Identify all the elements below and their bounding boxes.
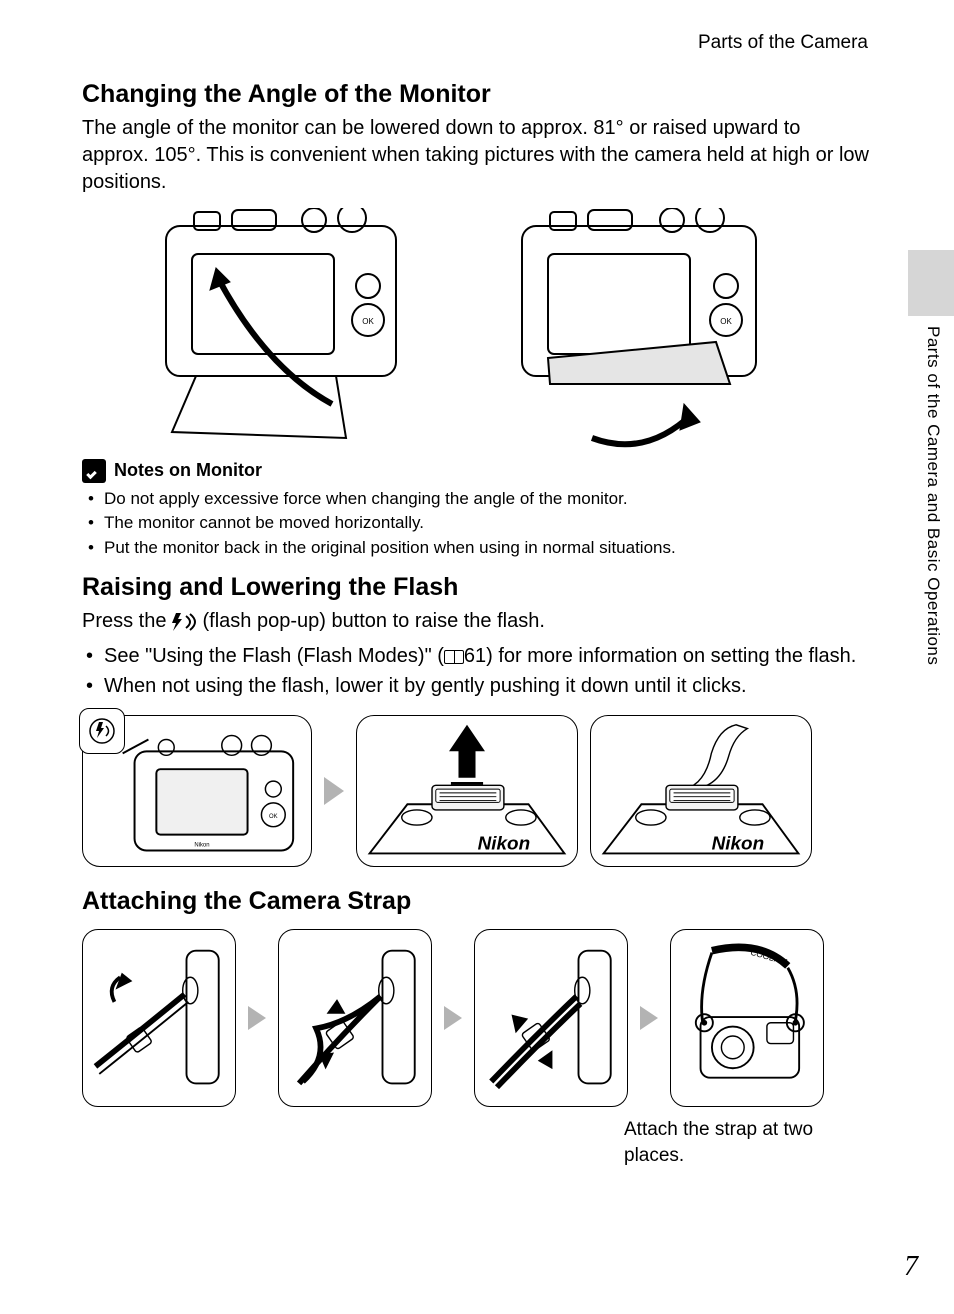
note-item: Put the monitor back in the original pos… (86, 536, 872, 561)
flash-bullet-list: See "Using the Flash (Flash Modes)" ( 61)… (82, 641, 872, 701)
note-item: The monitor cannot be moved horizontally… (86, 511, 872, 536)
arrow-right-icon (640, 1006, 658, 1030)
heading-strap: Attaching the Camera Strap (82, 885, 872, 919)
list-item: When not using the flash, lower it by ge… (82, 671, 872, 701)
arrow-right-icon (324, 777, 344, 805)
text-fragment: See "Using the Flash (Flash Modes)" ( (104, 645, 444, 667)
note-item: Do not apply excessive force when changi… (86, 487, 872, 512)
body-flash-intro: Press the (flash pop-up) button to raise… (82, 608, 872, 635)
illustration-flash-button: OK Nikon (82, 715, 312, 867)
heading-monitor-angle: Changing the Angle of the Monitor (82, 78, 872, 112)
illustration-strap-step (278, 929, 432, 1107)
side-section-label: Parts of the Camera and Basic Operations (924, 326, 944, 686)
illustration-monitor-tilt-up: OK (136, 208, 426, 448)
heading-flash: Raising and Lowering the Flash (82, 571, 872, 605)
body-monitor-angle: The angle of the monitor can be lowered … (82, 115, 872, 196)
arrow-right-icon (248, 1006, 266, 1030)
text-fragment: ) for more information on setting the fl… (486, 645, 856, 667)
svg-text:Nikon: Nikon (712, 834, 765, 855)
svg-text:Nikon: Nikon (194, 843, 209, 849)
svg-text:OK: OK (720, 317, 732, 326)
illustration-strap-step: COOLPIX (670, 929, 824, 1107)
illustration-flash-up: Nikon (356, 715, 578, 867)
flash-popup-icon (170, 612, 198, 632)
svg-text:Nikon: Nikon (478, 834, 531, 855)
illustration-strap-step (82, 929, 236, 1107)
check-box-icon (82, 459, 106, 483)
notes-title: Notes on Monitor (114, 458, 262, 482)
list-item: See "Using the Flash (Flash Modes)" ( 61)… (82, 641, 872, 671)
text-fragment: (flash pop-up) button to raise the flash… (202, 608, 544, 635)
illustration-row-strap: COOLPIX (82, 929, 872, 1107)
page-number: 7 (904, 1248, 918, 1286)
chapter-header: Parts of the Camera (82, 30, 872, 56)
flash-button-callout (79, 708, 125, 754)
illustration-row-monitor: OK OK (136, 208, 872, 448)
arrow-right-icon (444, 1006, 462, 1030)
notes-header: Notes on Monitor (82, 458, 872, 482)
text-fragment: Press the (82, 608, 166, 635)
illustration-row-flash: OK Nikon Nikon (82, 715, 872, 867)
side-tab (908, 250, 954, 316)
illustration-strap-step (474, 929, 628, 1107)
illustration-monitor-tilt-down: OK (496, 208, 786, 448)
illustration-flash-down: Nikon (590, 715, 812, 867)
svg-text:OK: OK (362, 317, 374, 326)
notes-list: Do not apply excessive force when changi… (86, 487, 872, 561)
strap-caption: Attach the strap at two places. (624, 1117, 824, 1168)
page-ref-icon (444, 650, 464, 664)
svg-text:OK: OK (269, 814, 278, 820)
page-ref-number: 61 (464, 645, 486, 667)
